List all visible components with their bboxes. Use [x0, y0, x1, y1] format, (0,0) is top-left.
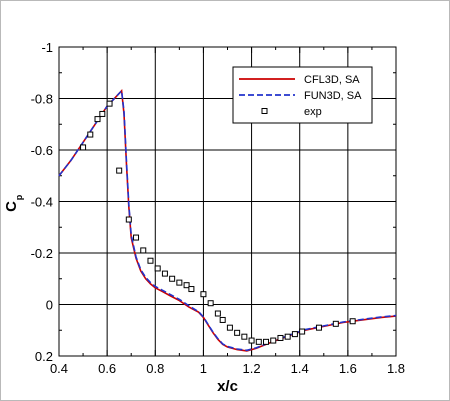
y-tick-label: -1 [41, 40, 53, 55]
x-tick-label: 1.2 [243, 361, 261, 376]
exp-point [99, 110, 106, 117]
exp-point [106, 100, 113, 107]
exp-point [248, 337, 255, 344]
legend-label: CFL3D, SA [304, 74, 360, 86]
series-line-fun3d [58, 88, 397, 352]
exp-markers [80, 100, 356, 345]
y-tick-label: -0.4 [31, 195, 53, 210]
x-tick-label: 0.4 [50, 361, 68, 376]
y-axis-label-subscript: p [14, 194, 24, 200]
legend-marker-exp [261, 108, 268, 114]
y-tick-label: -0.6 [31, 143, 53, 158]
exp-point [207, 300, 214, 307]
exp-point [284, 333, 291, 340]
legend-label: exp [304, 106, 322, 118]
exp-point [125, 216, 132, 223]
exp-point [87, 131, 94, 138]
exp-point [140, 247, 147, 254]
series-line-cfl3d [58, 88, 397, 352]
exp-point [263, 338, 270, 345]
exp-point [116, 167, 123, 174]
exp-point [80, 144, 87, 151]
exp-point [277, 334, 284, 341]
x-tick-label: 0.6 [98, 361, 116, 376]
exp-point [234, 329, 241, 336]
x-tick-label: 0.8 [146, 361, 164, 376]
exp-point [169, 275, 176, 282]
exp-point [200, 291, 207, 298]
exp-point [147, 257, 154, 264]
y-axis-label: C p [3, 194, 24, 212]
exp-point [183, 282, 190, 289]
y-tick-label: 0.2 [35, 349, 53, 364]
y-axis-label-main: C [3, 201, 20, 212]
x-tick-label: 1 [200, 361, 207, 376]
x-tick-label: 1.6 [339, 361, 357, 376]
exp-point [291, 331, 298, 338]
exp-point [255, 338, 262, 345]
x-axis-label: x/c [217, 378, 238, 395]
y-tick-label: 0 [46, 298, 53, 313]
exp-point [299, 328, 306, 335]
exp-point [349, 318, 356, 325]
exp-point [214, 310, 221, 317]
exp-point [315, 324, 322, 331]
x-tick-labels: 0.4 0.6 0.8 1 1.2 1.4 1.6 1.8 [50, 361, 405, 376]
legend-label: FUN3D, SA [304, 90, 362, 102]
x-tick-label: 1.4 [291, 361, 309, 376]
legend: CFL3D, SA FUN3D, SA exp [232, 66, 373, 124]
series-lines [58, 88, 397, 352]
exp-point [133, 234, 140, 241]
exp-point [226, 324, 233, 331]
exp-point [332, 320, 339, 327]
exp-point [241, 333, 248, 340]
y-tick-label: -0.2 [31, 246, 53, 261]
y-tick-labels: -1 -0.8 -0.6 -0.4 -0.2 0 0.2 [31, 40, 53, 364]
x-tick-label: 1.8 [387, 361, 405, 376]
y-tick-label: -0.8 [31, 92, 53, 107]
exp-point [94, 116, 101, 123]
exp-point [176, 279, 183, 286]
legend-box [232, 66, 373, 124]
exp-point [154, 265, 161, 272]
exp-point [188, 286, 195, 293]
exp-point [161, 270, 168, 277]
axis-ticks [58, 46, 397, 357]
exp-point [219, 316, 226, 323]
exp-point [270, 337, 277, 344]
